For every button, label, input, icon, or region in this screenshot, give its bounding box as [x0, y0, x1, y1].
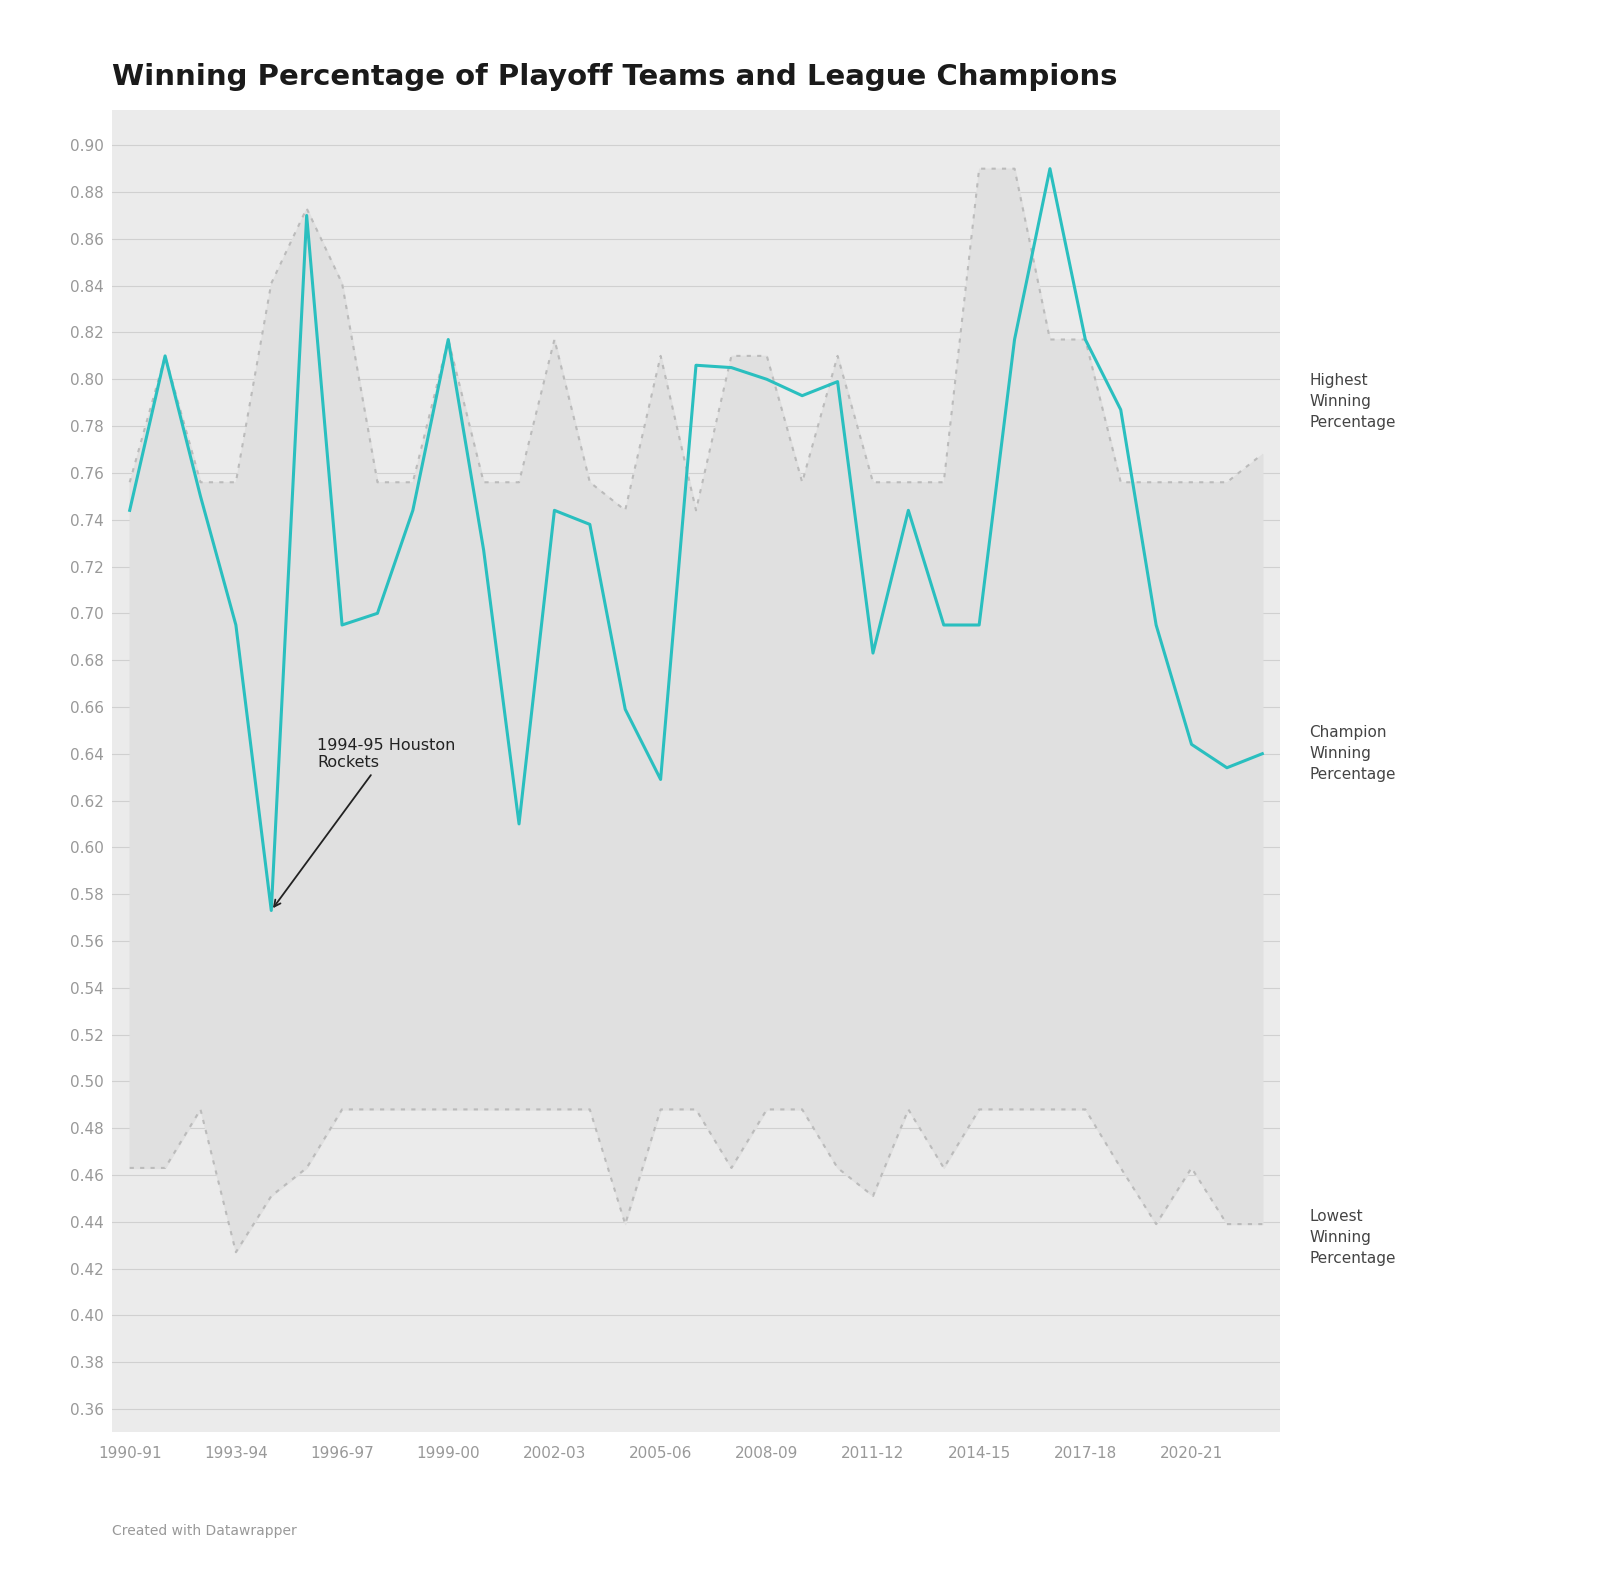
Text: Created with Datawrapper: Created with Datawrapper — [112, 1524, 296, 1538]
Text: Champion
Winning
Percentage: Champion Winning Percentage — [1309, 726, 1395, 782]
Text: Lowest
Winning
Percentage: Lowest Winning Percentage — [1309, 1209, 1395, 1265]
Text: Winning Percentage of Playoff Teams and League Champions: Winning Percentage of Playoff Teams and … — [112, 63, 1117, 91]
Text: 1994-95 Houston
Rockets: 1994-95 Houston Rockets — [274, 738, 456, 907]
Text: Highest
Winning
Percentage: Highest Winning Percentage — [1309, 373, 1395, 430]
